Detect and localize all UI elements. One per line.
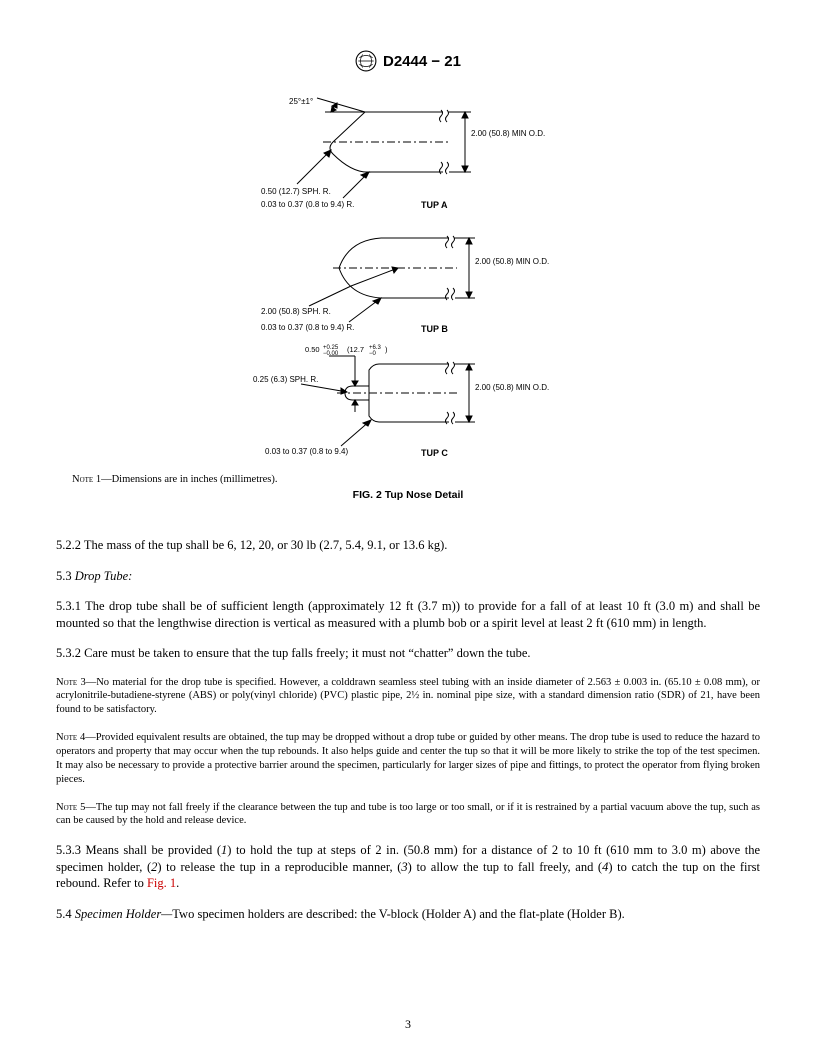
svg-text:2.00 (50.8) SPH. R.: 2.00 (50.8) SPH. R. (261, 307, 331, 316)
para-5-3: 5.3 Drop Tube: (56, 568, 760, 585)
para-5-3-1: 5.3.1 The drop tube shall be of sufficie… (56, 598, 760, 631)
tup-diagrams-svg: 25°±1° 0.50 (12.7) SPH. R. 0.03 to 0.37 … (253, 88, 563, 468)
page-number: 3 (0, 1017, 816, 1032)
fig-1-link[interactable]: Fig. 1 (147, 876, 176, 890)
para-5-3-3: 5.3.3 Means shall be provided (1) to hol… (56, 842, 760, 892)
svg-text:25°±1°: 25°±1° (289, 97, 313, 106)
svg-text:0.50: 0.50 (305, 345, 320, 354)
svg-text:TUP B: TUP B (421, 324, 448, 334)
astm-logo-icon (355, 50, 377, 72)
para-5-3-2: 5.3.2 Care must be taken to ensure that … (56, 645, 760, 662)
svg-text:): ) (385, 345, 388, 354)
note-5: Note 5—The tup may not fall freely if th… (56, 801, 760, 829)
para-5-2-2: 5.2.2 The mass of the tup shall be 6, 12… (56, 537, 760, 554)
svg-text:(12.7: (12.7 (347, 345, 364, 354)
figure-caption: FIG. 2 Tup Nose Detail (56, 489, 760, 501)
svg-text:0.03 to 0.37 (0.8 to 9.4): 0.03 to 0.37 (0.8 to 9.4) (265, 447, 349, 456)
note-label: Note (72, 474, 93, 485)
body-text: 5.2.2 The mass of the tup shall be 6, 12… (56, 537, 760, 922)
svg-text:−0: −0 (369, 351, 377, 357)
figure-footnote: Note 1—Dimensions are in inches (millime… (72, 474, 760, 485)
note-4: Note 4—Provided equivalent results are o… (56, 731, 760, 786)
figure-2: 25°±1° 0.50 (12.7) SPH. R. 0.03 to 0.37 … (253, 88, 563, 468)
note-3: Note 3—No material for the drop tube is … (56, 676, 760, 718)
svg-text:2.00 (50.8) MIN O.D.: 2.00 (50.8) MIN O.D. (475, 257, 549, 266)
svg-text:−0.00: −0.00 (323, 351, 339, 357)
document-id: D2444 − 21 (383, 53, 461, 70)
svg-text:0.03 to 0.37 (0.8 to 9.4) R.: 0.03 to 0.37 (0.8 to 9.4) R. (261, 200, 354, 209)
svg-text:0.25 (6.3) SPH. R.: 0.25 (6.3) SPH. R. (253, 375, 318, 384)
svg-text:0.03 to 0.37 (0.8 to 9.4) R.: 0.03 to 0.37 (0.8 to 9.4) R. (261, 323, 354, 332)
svg-text:2.00 (50.8) MIN O.D.: 2.00 (50.8) MIN O.D. (475, 383, 549, 392)
svg-text:0.50 (12.7) SPH. R.: 0.50 (12.7) SPH. R. (261, 187, 331, 196)
svg-text:TUP C: TUP C (421, 448, 448, 458)
svg-text:TUP A: TUP A (421, 200, 448, 210)
svg-text:2.00 (50.8) MIN O.D.: 2.00 (50.8) MIN O.D. (471, 129, 545, 138)
page-header: D2444 − 21 (56, 50, 760, 76)
para-5-4: 5.4 Specimen Holder—Two specimen holders… (56, 906, 760, 923)
